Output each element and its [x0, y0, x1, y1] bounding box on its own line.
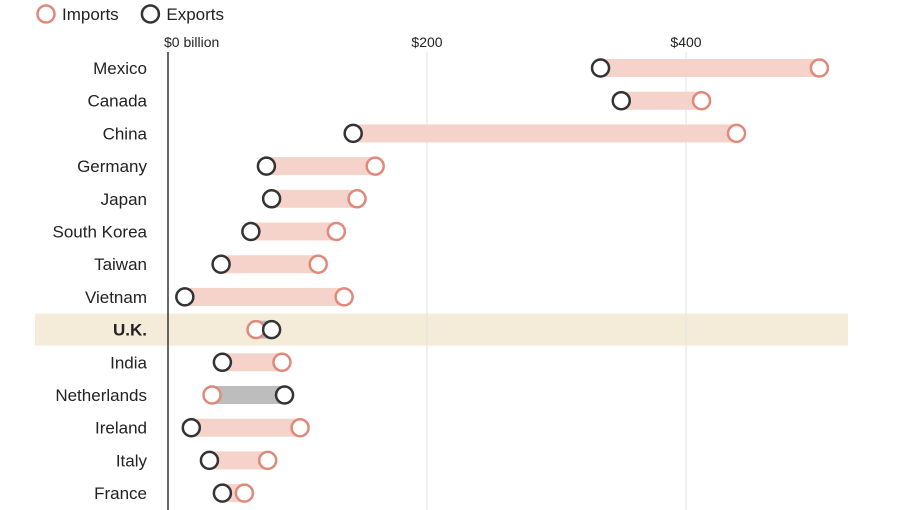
category-label-ireland: Ireland: [95, 419, 147, 438]
category-label-south-korea: South Korea: [52, 223, 147, 242]
imports-point-vietnam: [334, 287, 354, 307]
imports-point-canada: [691, 90, 712, 111]
range-bar-canada: [621, 91, 702, 110]
imports-point-japan: [347, 189, 367, 209]
exports-point-canada: [611, 90, 631, 111]
category-label-netherlands: Netherlands: [55, 386, 147, 405]
imports-point-italy: [257, 450, 278, 471]
imports-point-ireland: [290, 417, 310, 438]
legend-label-imports: Imports: [62, 5, 119, 24]
category-label-france: France: [94, 484, 147, 503]
exports-point-u-k: [261, 319, 282, 340]
imports-point-taiwan: [308, 254, 328, 274]
exports-point-vietnam: [175, 287, 195, 307]
range-bar-india: [222, 353, 282, 372]
range-bar-netherlands: [212, 386, 285, 404]
imports-point-china: [726, 123, 747, 144]
exports-point-taiwan: [211, 254, 231, 274]
category-label-u-k: U.K.: [113, 321, 147, 340]
highlight-band-u-k: [35, 313, 848, 346]
exports-point-france: [212, 483, 233, 503]
category-label-china: China: [103, 124, 148, 143]
range-bar-mexico: [600, 59, 820, 77]
exports-point-germany: [256, 156, 277, 176]
imports-point-mexico: [809, 58, 830, 78]
legend-label-exports: Exports: [166, 5, 224, 24]
range-bar-italy: [209, 451, 268, 470]
range-bar-japan: [271, 189, 358, 208]
range-bar-china: [353, 124, 737, 143]
range-bar-vietnam: [184, 287, 345, 306]
exports-point-japan: [261, 189, 282, 209]
exports-point-mexico: [590, 58, 611, 78]
exports-point-china: [343, 123, 363, 144]
exports-point-india: [212, 352, 233, 373]
category-label-japan: Japan: [101, 190, 147, 209]
legend: Imports Exports: [36, 4, 224, 24]
range-bar-south-korea: [250, 222, 337, 241]
legend-marker-exports: [140, 4, 161, 24]
category-label-mexico: Mexico: [93, 59, 147, 78]
x-tick-label-400: $400: [670, 34, 701, 50]
exports-point-south-korea: [241, 221, 261, 242]
imports-point-netherlands: [202, 385, 222, 405]
category-label-india: India: [110, 353, 147, 372]
exports-point-italy: [199, 450, 220, 471]
category-label-germany: Germany: [77, 157, 147, 176]
exports-point-ireland: [181, 417, 202, 438]
exports-point-netherlands: [274, 385, 295, 405]
range-bar-ireland: [191, 418, 301, 437]
imports-point-france: [234, 483, 255, 503]
range-bar-taiwan: [221, 255, 319, 274]
imports-point-south-korea: [326, 221, 347, 242]
range-bar-germany: [266, 157, 376, 176]
legend-marker-imports: [36, 4, 56, 24]
imports-point-india: [272, 352, 292, 373]
imports-point-germany: [365, 156, 385, 176]
x-tick-label-200: $200: [411, 34, 442, 50]
category-label-italy: Italy: [116, 451, 148, 470]
category-label-canada: Canada: [87, 92, 147, 111]
category-label-taiwan: Taiwan: [94, 255, 147, 274]
category-label-vietnam: Vietnam: [85, 288, 147, 307]
x-tick-label-0-billion: $0 billion: [164, 34, 219, 50]
